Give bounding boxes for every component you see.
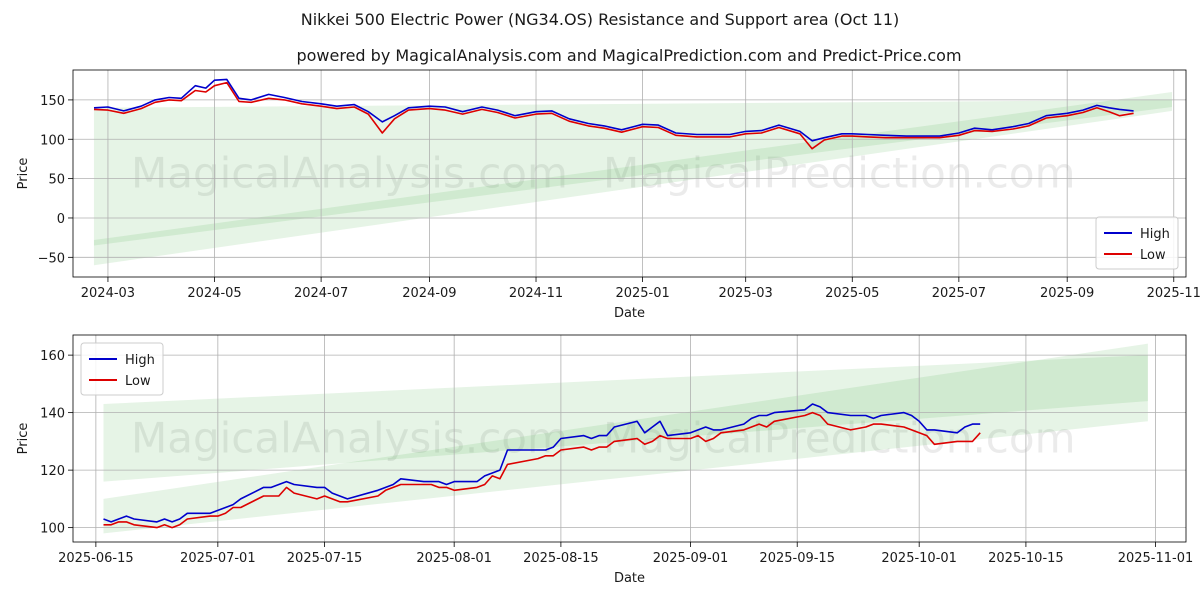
watermark-magicalprediction: MagicalPrediction.com bbox=[603, 149, 1076, 198]
y-tick-label: 100 bbox=[40, 133, 65, 148]
x-tick-label: 2025-07-15 bbox=[287, 551, 363, 566]
plot-frame bbox=[72, 69, 1187, 278]
watermark-magicalanalysis: MagicalAnalysis.com bbox=[131, 149, 568, 198]
plot-background bbox=[73, 335, 1186, 542]
x-tick-label: 2025-08-15 bbox=[523, 551, 599, 566]
x-tick-label: 2025-08-01 bbox=[416, 551, 492, 566]
support-resistance-band-1 bbox=[103, 355, 1148, 482]
chart-title: Nikkei 500 Electric Power (NG34.OS) Resi… bbox=[301, 10, 900, 29]
x-axis-label: Date bbox=[614, 306, 645, 321]
x-tick-label: 2025-11 bbox=[1147, 286, 1200, 301]
x-tick-label: 2024-07 bbox=[294, 286, 348, 301]
y-tick-label: 0 bbox=[57, 212, 65, 227]
y-tick-label: −50 bbox=[38, 251, 65, 266]
series-line-high bbox=[93, 78, 1134, 142]
series-line-low bbox=[93, 81, 1134, 150]
y-tick-label: 50 bbox=[48, 173, 65, 188]
y-tick-label: 120 bbox=[40, 464, 65, 479]
x-tick-label: 2025-11-01 bbox=[1118, 551, 1194, 566]
x-tick-label: 2024-11 bbox=[509, 286, 563, 301]
series-line-high bbox=[103, 403, 981, 523]
x-tick-label: 2025-10-01 bbox=[881, 551, 957, 566]
legend-label-high: High bbox=[1140, 227, 1170, 242]
x-tick-label: 2025-09-01 bbox=[653, 551, 729, 566]
legend-box bbox=[1095, 216, 1179, 270]
plot-background bbox=[73, 70, 1186, 277]
legend-label-low: Low bbox=[1140, 248, 1166, 263]
y-tick-label: 160 bbox=[40, 349, 65, 364]
y-tick-label: 150 bbox=[40, 94, 65, 109]
x-axis-label: Date bbox=[614, 571, 645, 586]
x-tick-label: 2024-09 bbox=[402, 286, 456, 301]
support-resistance-band-2 bbox=[103, 343, 1148, 534]
x-tick-label: 2025-01 bbox=[615, 286, 669, 301]
y-tick-label: 140 bbox=[40, 407, 65, 422]
legend: High Low bbox=[1095, 216, 1179, 270]
x-tick-label: 2025-10-15 bbox=[988, 551, 1064, 566]
legend-label-high: High bbox=[125, 353, 155, 368]
legend: High Low bbox=[80, 342, 164, 396]
chart-panel-2: MagicalAnalysis.com MagicalPrediction.com… bbox=[16, 334, 1194, 586]
watermark-magicalanalysis: MagicalAnalysis.com bbox=[131, 414, 568, 463]
y-axis-label: Price bbox=[16, 158, 31, 190]
x-tick-label: 2025-05 bbox=[825, 286, 879, 301]
x-tick-label: 2025-09 bbox=[1040, 286, 1094, 301]
x-tick-label: 2024-03 bbox=[81, 286, 135, 301]
x-tick-label: 2025-06-15 bbox=[58, 551, 134, 566]
x-tick-label: 2025-07 bbox=[932, 286, 986, 301]
series-line-low bbox=[103, 411, 981, 529]
legend-box bbox=[80, 342, 164, 396]
chart-subtitle: powered by MagicalAnalysis.com and Magic… bbox=[296, 46, 961, 65]
legend-label-low: Low bbox=[125, 374, 151, 389]
y-tick-label: 100 bbox=[40, 522, 65, 537]
x-tick-label: 2025-07-01 bbox=[180, 551, 256, 566]
chart-panel-1: MagicalAnalysis.com MagicalPrediction.com… bbox=[16, 69, 1200, 321]
x-tick-label: 2025-03 bbox=[719, 286, 773, 301]
plot-frame bbox=[72, 334, 1187, 543]
x-tick-label: 2024-05 bbox=[187, 286, 241, 301]
x-tick-label: 2025-09-15 bbox=[759, 551, 835, 566]
y-axis-label: Price bbox=[16, 423, 31, 455]
